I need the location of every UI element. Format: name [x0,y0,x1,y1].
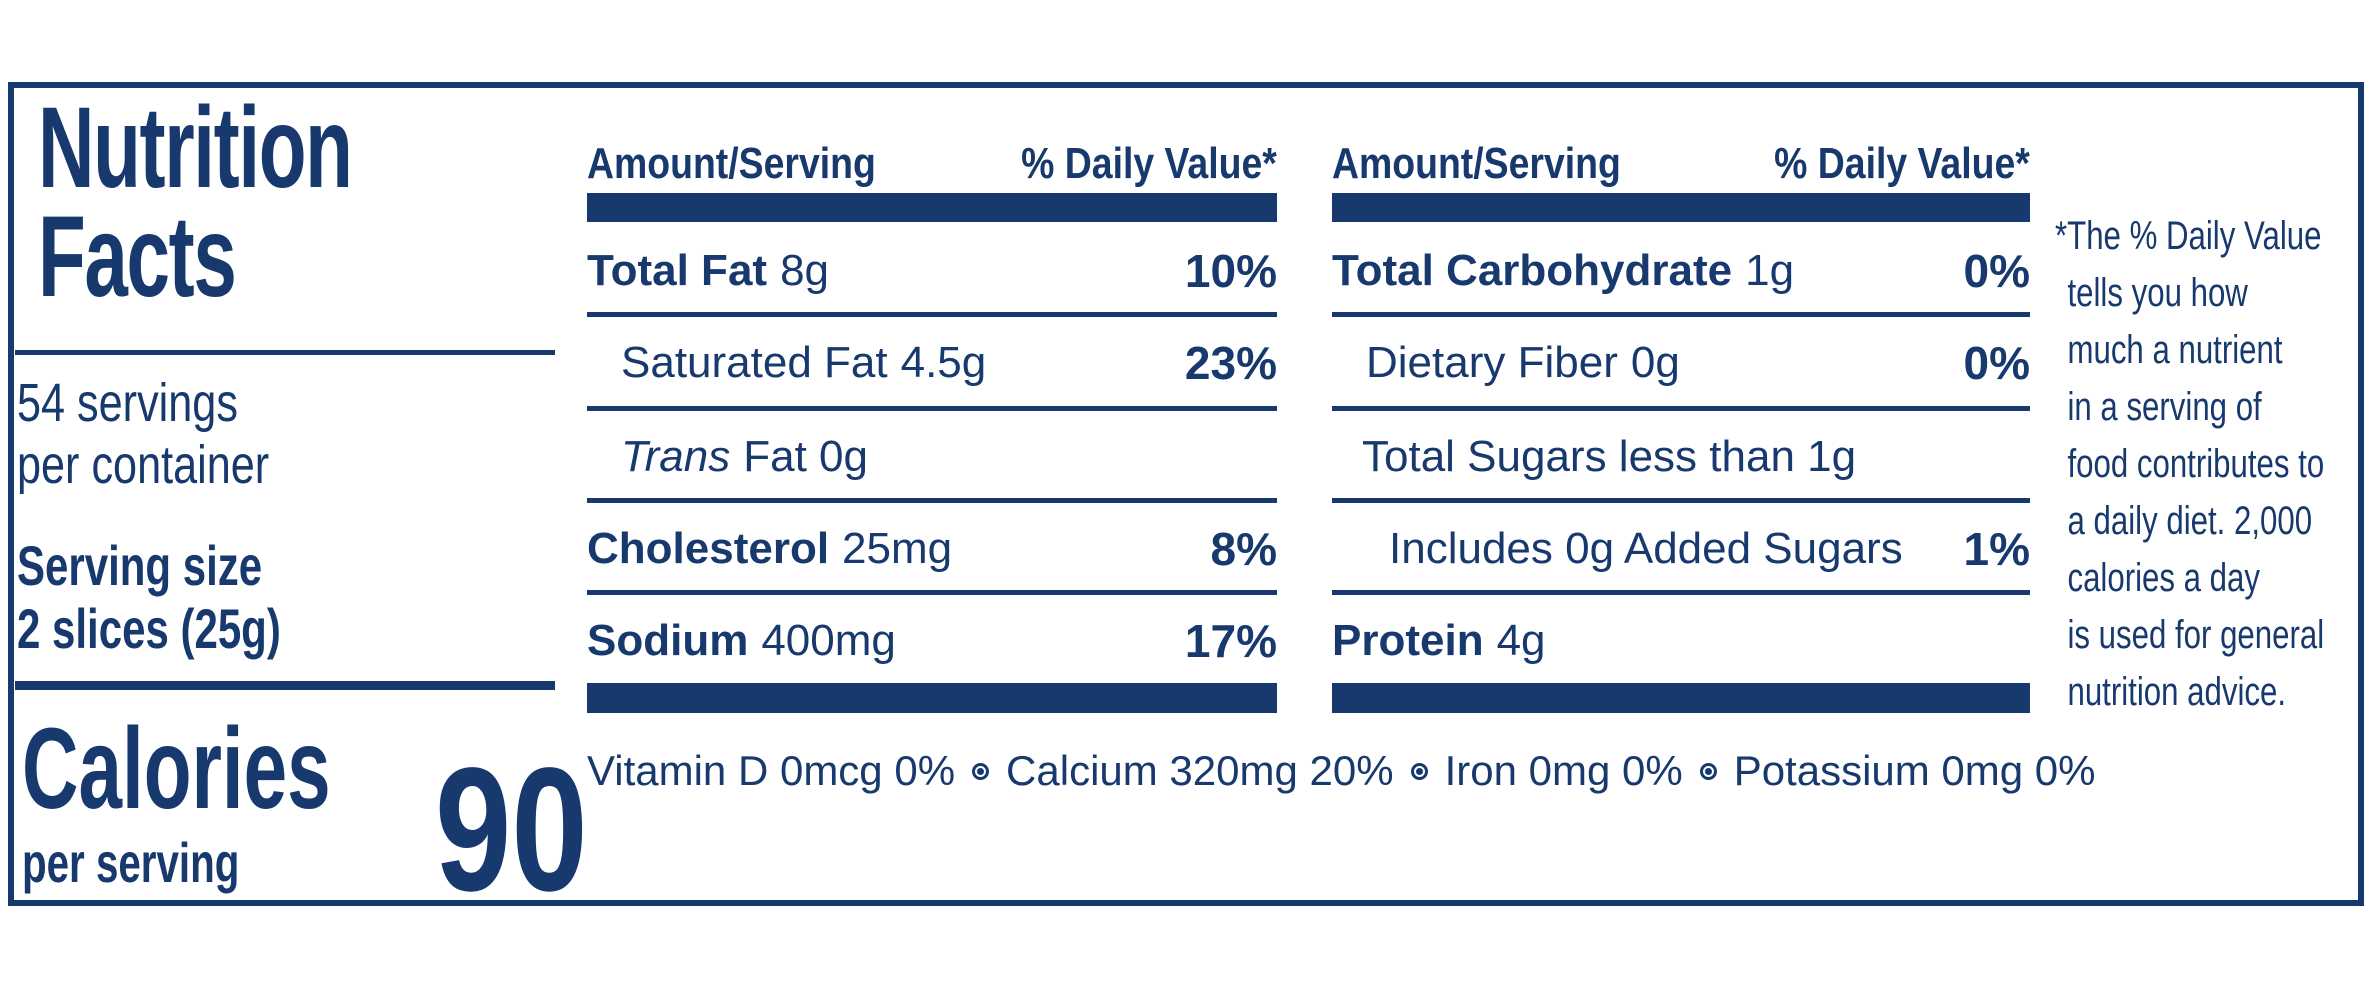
circle-dot-icon [1410,762,1428,780]
row-divider [1332,312,2030,317]
nutrient-dv: 8% [1210,523,1277,575]
nutrient-name: Trans [621,432,731,481]
servings-per-container: 54 servings per container [17,372,269,496]
micronutrients-line: Vitamin D 0mcg 0% Calcium 320mg 20% Iron… [587,740,2096,802]
nutrient-name: Protein [1332,616,1484,665]
nutrient-dv: 17% [1184,615,1277,667]
footer-bar [1332,683,2030,713]
table-row-total-fat: Total Fat 8g 10% [587,234,1277,308]
nutrient-name: Sodium [587,616,749,665]
panel1-header: Amount/Serving % Daily Value* [587,138,1277,190]
calories-label: Calories [22,705,331,833]
nutrient-name: Total Carbohydrate [1332,246,1733,295]
circle-dot-icon [972,762,990,780]
nutrient-dv: 10% [1184,245,1277,297]
table-row-saturated-fat: Saturated Fat 4.5g 23% [587,326,1277,400]
footnote-line: tells you how [2067,271,2248,315]
potassium-value: Potassium 0mg 0% [1733,747,2096,794]
table-row-added-sugars: Includes 0g Added Sugars 1% [1332,512,2030,586]
calories-sublabel: per serving [22,831,240,894]
servings-unit: per container [17,435,270,496]
nutrient-name: Cholesterol [587,524,830,573]
nutrient-amount: 4g [1496,616,1546,665]
nutrient-panel-2: Amount/Serving % Daily Value* Total Carb… [1332,138,2030,713]
title-line1: Nutrition [38,84,353,212]
nutrient-name: Total Sugars less than 1g [1362,432,1857,481]
divider-thin [15,350,555,355]
header-bar [587,193,1277,222]
header-bar [1332,193,2030,222]
table-row-sodium: Sodium 400mg 17% [587,604,1277,678]
row-divider [1332,590,2030,595]
table-row-cholesterol: Cholesterol 25mg 8% [587,512,1277,586]
nutrient-dv: 0% [1963,337,2030,389]
table-row-protein: Protein 4g [1332,604,2030,678]
nutrient-amount: 0g [1630,338,1680,387]
table-row-total-sugars: Total Sugars less than 1g [1332,420,2030,494]
nutrient-name: Dietary Fiber [1366,338,1618,387]
footnote-line: much a nutrient [2067,328,2283,372]
nutrient-name: Includes 0g Added Sugars [1389,524,1903,573]
daily-value-header: % Daily Value* [1021,139,1277,188]
row-divider [1332,406,2030,411]
calcium-value: Calcium 320mg 20% [1006,747,1394,794]
footnote-line: nutrition advice. [2067,670,2287,714]
nutrient-dv: 23% [1184,337,1277,389]
divider-thick [15,681,555,690]
nutrient-amount: 8g [780,246,830,295]
row-divider [587,406,1277,411]
nutrient-dv: 1% [1963,523,2030,575]
table-row-total-carbohydrate: Total Carbohydrate 1g 0% [1332,234,2030,308]
nutrient-dv: 0% [1963,245,2030,297]
daily-value-footnote: *The % Daily Value tells you how much a … [2055,208,2360,721]
iron-value: Iron 0mg 0% [1444,747,1683,794]
serving-size-label: Serving size [17,534,263,597]
circle-dot-icon [1699,762,1717,780]
nutrient-panel-1: Amount/Serving % Daily Value* Total Fat 8… [587,138,1277,713]
footnote-line: is used for general [2067,613,2325,657]
footnote-line: in a serving of [2067,385,2262,429]
calories-value: 90 [435,732,588,928]
nutrient-name: Saturated Fat [621,338,888,387]
row-divider [587,590,1277,595]
panel2-header: Amount/Serving % Daily Value* [1332,138,2030,190]
serving-size: Serving size 2 slices (25g) [17,534,281,660]
vitamin-d-value: Vitamin D 0mcg 0% [587,747,956,794]
footnote-line: a daily diet. 2,000 [2067,499,2313,543]
nutrient-amount: Fat 0g [743,432,868,481]
footnote-line: *The % Daily Value [2055,214,2322,258]
nutrient-amount: 1g [1745,246,1795,295]
nutrient-amount: 400mg [761,616,896,665]
amount-serving-header: Amount/Serving [1332,139,1621,188]
table-row-dietary-fiber: Dietary Fiber 0g 0% [1332,326,2030,400]
footer-bar [587,683,1277,713]
footnote-line: calories a day [2067,556,2260,600]
daily-value-header: % Daily Value* [1774,139,2030,188]
page-title: Nutrition Facts [38,84,353,322]
nutrient-amount: 4.5g [900,338,987,387]
servings-count: 54 servings [17,373,238,433]
title-line2: Facts [38,193,237,322]
row-divider [587,312,1277,317]
table-row-trans-fat: Trans Fat 0g [587,420,1277,494]
serving-size-value: 2 slices (25g) [17,596,281,660]
footnote-line: food contributes to [2067,442,2325,486]
row-divider [1332,498,2030,503]
amount-serving-header: Amount/Serving [587,139,876,188]
nutrient-amount: 25mg [842,524,953,573]
nutrient-name: Total Fat [587,246,768,295]
row-divider [587,498,1277,503]
